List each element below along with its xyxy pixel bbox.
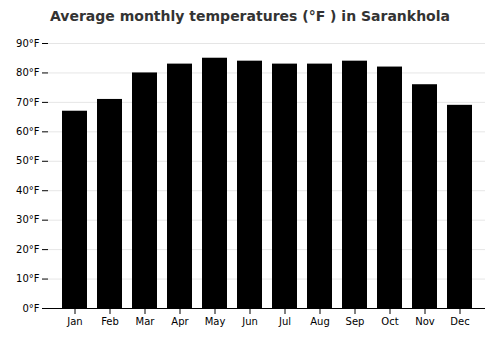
svg-text:Sep: Sep — [346, 316, 365, 327]
svg-text:40°F: 40°F — [16, 185, 40, 196]
svg-text:80°F: 80°F — [16, 67, 40, 78]
html-text:Average monthly temperatures (: Average monthly temperatures (°F ) in Sa… — [50, 8, 450, 24]
svg-text:Oct: Oct — [381, 316, 398, 327]
svg-text:Dec: Dec — [450, 316, 469, 327]
svg-text:Aug: Aug — [310, 316, 330, 327]
svg-text:10°F: 10°F — [16, 273, 40, 284]
svg-text:30°F: 30°F — [16, 214, 40, 225]
svg-text:Jan: Jan — [66, 316, 82, 327]
svg-text:Jul: Jul — [278, 316, 291, 327]
svg-text:0°F: 0°F — [22, 303, 39, 314]
svg-text:70°F: 70°F — [16, 97, 40, 108]
svg-text:50°F: 50°F — [16, 155, 40, 166]
svg-text:60°F: 60°F — [16, 126, 40, 137]
svg-text:20°F: 20°F — [16, 244, 40, 255]
svg-text:May: May — [205, 316, 226, 327]
svg-text:90°F: 90°F — [16, 38, 40, 49]
svg-text:Nov: Nov — [415, 316, 435, 327]
svg-text:Jun: Jun — [241, 316, 258, 327]
svg-text:Apr: Apr — [171, 316, 189, 327]
svg-text:Feb: Feb — [101, 316, 119, 327]
svg-text:Mar: Mar — [136, 316, 156, 327]
